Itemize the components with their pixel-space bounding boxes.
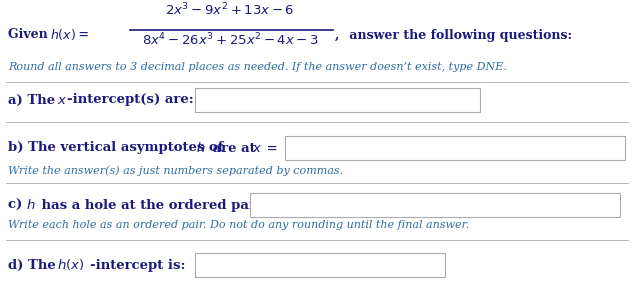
Text: $h(x)$: $h(x)$ (50, 28, 76, 42)
FancyBboxPatch shape (195, 253, 445, 277)
Text: are at: are at (208, 142, 260, 154)
Text: $h$: $h$ (26, 198, 36, 212)
Text: -intercept is:: -intercept is: (90, 258, 186, 272)
Text: $h$: $h$ (196, 141, 205, 155)
FancyBboxPatch shape (195, 88, 480, 112)
Text: $h(x)$: $h(x)$ (57, 258, 84, 272)
Text: a) The: a) The (8, 93, 60, 106)
Text: Given: Given (8, 28, 52, 42)
Text: answer the following questions:: answer the following questions: (345, 28, 572, 42)
Text: =: = (74, 28, 93, 42)
Text: $2x^3 - 9x^2 + 13x - 6$: $2x^3 - 9x^2 + 13x - 6$ (165, 1, 295, 18)
Text: c): c) (8, 198, 27, 212)
Text: ,: , (335, 28, 339, 42)
FancyBboxPatch shape (250, 193, 620, 217)
Text: $x$: $x$ (57, 93, 67, 106)
Text: Round all answers to 3 decimal places as needed. If the answer doesn’t exist, ty: Round all answers to 3 decimal places as… (8, 62, 507, 72)
Text: =: = (262, 142, 278, 154)
Text: b) The vertical asymptotes of: b) The vertical asymptotes of (8, 142, 228, 154)
Text: d) The: d) The (8, 258, 60, 272)
Text: $8x^4 - 26x^3 + 25x^2 - 4x - 3$: $8x^4 - 26x^3 + 25x^2 - 4x - 3$ (141, 32, 318, 49)
Text: has a hole at the ordered pair:: has a hole at the ordered pair: (37, 198, 266, 212)
FancyBboxPatch shape (285, 136, 625, 160)
Text: -intercept(s) are:: -intercept(s) are: (67, 93, 194, 106)
Text: Write the answer(s) as just numbers separated by commas.: Write the answer(s) as just numbers sepa… (8, 165, 343, 176)
Text: $x$: $x$ (252, 142, 262, 154)
Text: Write each hole as an ordered pair. Do not do any rounding until the final answe: Write each hole as an ordered pair. Do n… (8, 220, 469, 230)
